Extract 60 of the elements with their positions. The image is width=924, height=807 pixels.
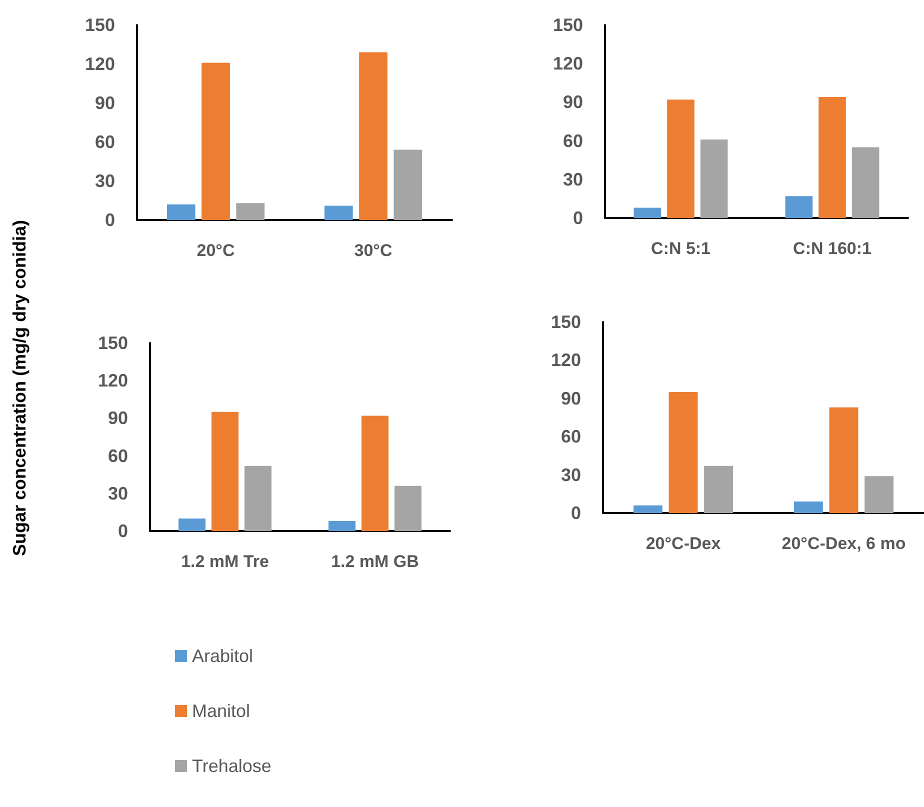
bar <box>236 203 265 220</box>
legend-label: Trehalose <box>192 756 272 776</box>
y-tick-label: 150 <box>84 15 115 35</box>
y-tick-label: 90 <box>94 93 115 113</box>
bar <box>704 466 734 513</box>
bar <box>244 466 272 531</box>
y-tick-label: 30 <box>108 483 128 504</box>
bar <box>633 505 662 513</box>
y-tick-label: 0 <box>118 521 128 541</box>
bar <box>394 486 422 531</box>
bar <box>794 502 823 513</box>
bar <box>361 416 389 531</box>
y-tick-label: 150 <box>550 312 581 332</box>
bar <box>864 476 894 513</box>
y-tick-label: 30 <box>560 464 581 485</box>
y-tick-label: 90 <box>562 92 583 112</box>
x-tick-label: 20°C <box>196 241 235 260</box>
bar <box>829 407 858 513</box>
bar <box>394 150 422 220</box>
x-tick-label: 1.2 mM Tre <box>181 552 269 571</box>
x-tick-label: C:N 160:1 <box>793 239 872 258</box>
bar <box>166 204 196 220</box>
y-tick-label: 120 <box>84 54 115 74</box>
y-tick-label: 60 <box>108 446 128 466</box>
x-tick-label: 1.2 mM GB <box>331 552 419 571</box>
y-tick-label: 90 <box>560 388 581 408</box>
y-tick-label: 90 <box>108 408 128 428</box>
x-tick-label: C:N 5:1 <box>650 239 711 258</box>
y-tick-label: 120 <box>552 54 583 74</box>
x-tick-label: 20°C-Dex <box>646 534 722 553</box>
bar <box>211 412 239 531</box>
bar <box>324 206 353 220</box>
bar <box>202 62 230 220</box>
x-tick-label: 30°C <box>354 241 392 260</box>
bar <box>359 52 388 220</box>
bar <box>818 97 846 218</box>
y-axis-title: Sugar concentration (mg/g dry conidia) <box>10 220 30 556</box>
bar <box>328 520 356 531</box>
x-tick-label: 20°C-Dex, 6 mo <box>782 534 906 553</box>
y-tick-label: 0 <box>104 210 115 230</box>
y-tick-label: 30 <box>562 169 583 190</box>
y-tick-label: 60 <box>562 130 583 151</box>
y-tick-label: 150 <box>552 15 583 35</box>
bar <box>852 147 880 218</box>
bar <box>668 392 698 513</box>
y-tick-label: 120 <box>98 370 128 391</box>
y-tick-label: 120 <box>550 350 581 370</box>
y-tick-label: 60 <box>94 132 115 152</box>
bar <box>178 518 206 531</box>
y-tick-label: 30 <box>94 171 115 191</box>
bar <box>700 140 728 218</box>
legend-label: Arabitol <box>192 646 254 666</box>
y-tick-label: 0 <box>570 503 581 523</box>
bar <box>634 208 662 218</box>
y-tick-label: 0 <box>572 208 583 228</box>
bar <box>667 100 694 218</box>
legend-label: Manitol <box>192 701 250 721</box>
y-tick-label: 150 <box>98 333 128 353</box>
bar <box>785 196 813 218</box>
y-tick-label: 60 <box>560 426 581 447</box>
